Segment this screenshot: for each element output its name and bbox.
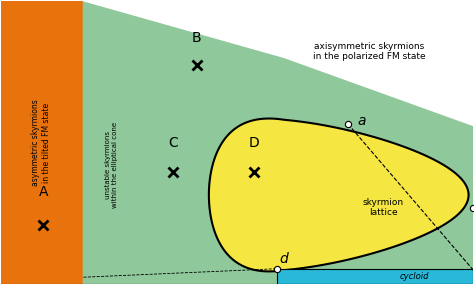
- Text: C: C: [168, 136, 178, 150]
- Polygon shape: [83, 1, 474, 125]
- Text: A: A: [38, 185, 48, 199]
- Polygon shape: [209, 119, 469, 271]
- Text: asymmetric skyrmions
in the tilted FM state: asymmetric skyrmions in the tilted FM st…: [31, 99, 51, 186]
- Text: B: B: [192, 31, 201, 45]
- Polygon shape: [83, 1, 474, 284]
- Text: D: D: [248, 136, 259, 150]
- Text: a: a: [357, 114, 366, 128]
- Polygon shape: [0, 1, 83, 284]
- Text: unstable skyrmions
within the elliptical cone: unstable skyrmions within the elliptical…: [105, 122, 118, 208]
- Text: d: d: [279, 252, 288, 266]
- Text: cycloid: cycloid: [400, 272, 429, 281]
- Polygon shape: [277, 269, 474, 284]
- Text: axisymmetric skyrmions
in the polarized FM state: axisymmetric skyrmions in the polarized …: [313, 42, 426, 62]
- Text: skyrmion
lattice: skyrmion lattice: [363, 198, 404, 217]
